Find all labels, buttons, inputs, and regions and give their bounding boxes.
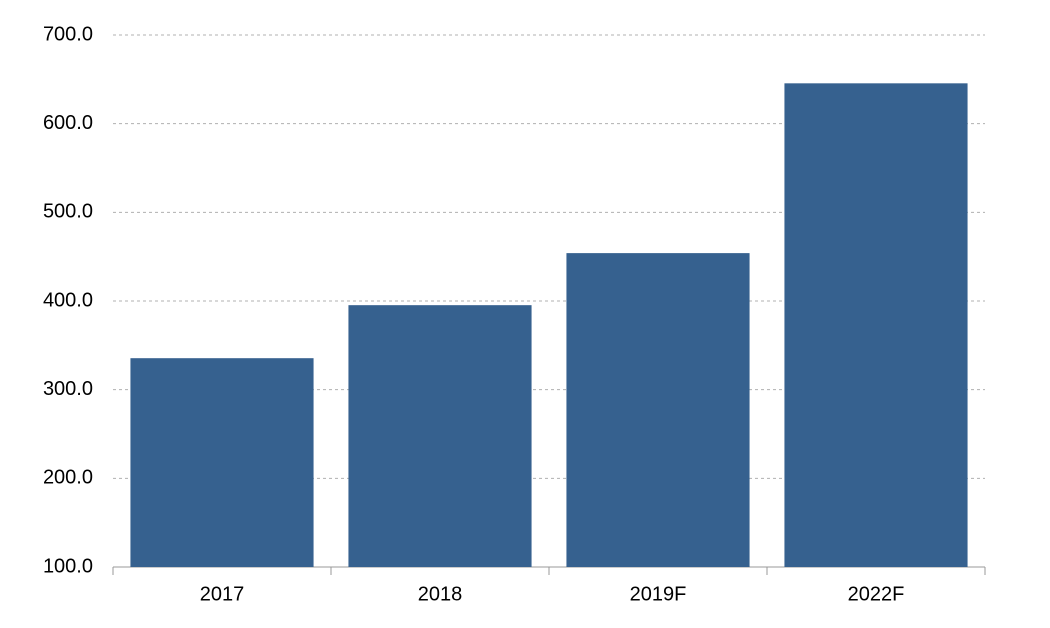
y-tick-label: 100.0 — [43, 555, 93, 577]
y-tick-label: 700.0 — [43, 23, 93, 45]
y-tick-label: 600.0 — [43, 112, 93, 134]
bar — [348, 305, 532, 567]
x-tick-label: 2019F — [630, 583, 687, 605]
bar — [566, 253, 750, 567]
bar — [784, 83, 968, 567]
y-tick-label: 300.0 — [43, 378, 93, 400]
x-tick-label: 2017 — [200, 583, 245, 605]
x-tick-label: 2022F — [848, 583, 905, 605]
x-tick-label: 2018 — [418, 583, 463, 605]
bar — [130, 358, 314, 567]
y-tick-label: 500.0 — [43, 201, 93, 223]
y-tick-label: 400.0 — [43, 289, 93, 311]
y-tick-label: 200.0 — [43, 467, 93, 489]
